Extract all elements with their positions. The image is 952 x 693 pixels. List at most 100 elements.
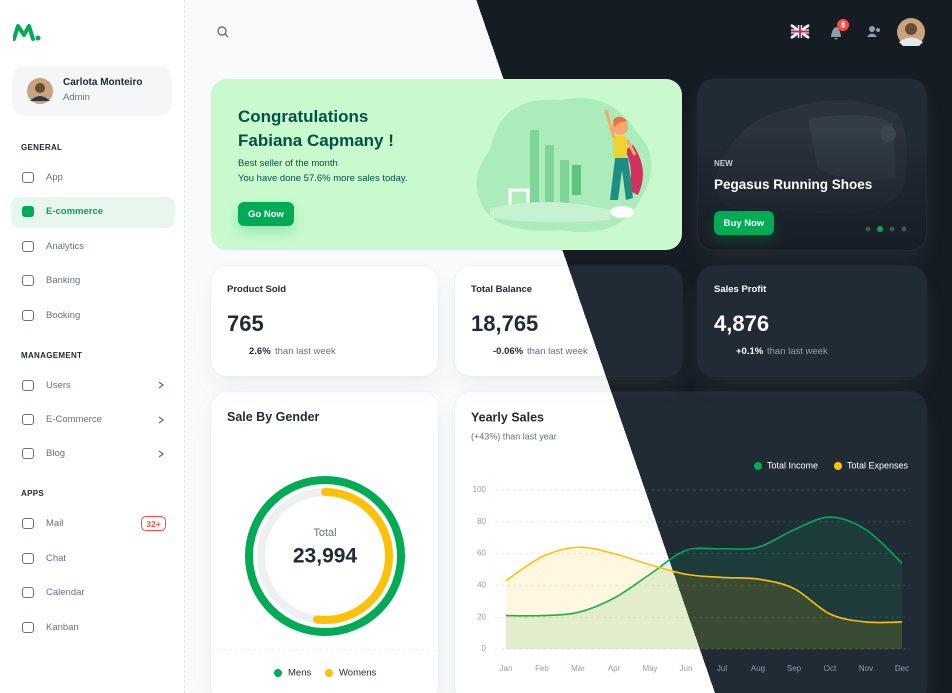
section-title: APPS [21,489,44,499]
x-tick-label: Jul [717,664,727,673]
notification-badge [837,19,849,31]
legend-dot [754,462,762,470]
nav-icon [22,621,34,633]
nav-icon [22,587,34,599]
nav-icon [22,172,34,183]
banner-text: You have done 57.6% more sales today. [238,173,408,184]
stat-change: -0.06% [493,346,524,357]
search-icon[interactable] [216,25,230,39]
total-value: 23,994 [293,545,358,568]
banner-illustration [476,98,652,232]
logo[interactable] [13,22,41,42]
section-title: GENERAL [21,143,63,152]
gender-title: Sale By Gender [227,410,320,424]
promo-card[interactable] [698,79,926,250]
stat-change: 2.6% [249,346,271,357]
y-tick-label: 40 [477,581,486,590]
y-tick-label: 80 [477,517,486,526]
legend-label: Womens [339,668,377,679]
x-tick-label: Dec [895,664,909,673]
nav-item[interactable]: Booking [46,309,81,321]
x-tick-label: Jan [500,664,513,673]
legend-label: Mens [288,668,311,679]
user-role: Admin [63,92,90,103]
nav-item[interactable]: Mail [46,518,64,530]
stat-note: than last week [527,346,588,357]
chart-title: Yearly Sales [471,410,544,424]
line [505,546,903,624]
y-tick-label: 0 [482,644,487,653]
y-tick-label: 60 [477,549,486,558]
banner-title: Fabiana Capmany ! [238,131,394,150]
ring-arc [245,476,405,636]
x-tick-label: Oct [824,664,837,673]
nav-icon [22,309,34,321]
nav-icon [22,448,34,460]
yearly-sales-card [455,392,926,693]
language-flag[interactable] [790,23,810,40]
stat-value: 18,765 [471,311,539,336]
nav-icon [22,240,34,252]
buy-now-button[interactable]: Buy Now [714,211,774,235]
top-bar-icons: 8 [790,18,925,46]
y-tick-label: 100 [473,485,487,494]
stat-card [211,266,438,376]
stat-note: than last week [767,346,828,357]
nav-active-bg[interactable] [11,197,175,229]
nav-icon [22,518,34,530]
legend-dot [834,462,842,470]
contacts-icon[interactable] [867,26,880,37]
nav-icon [22,414,34,425]
notification-count: 8 [841,21,846,30]
chart-subtitle: (+43%) than last year [471,431,557,441]
nav-badge: 32+ [141,516,166,532]
x-tick-label: Aug [751,664,765,673]
nav-item[interactable]: Blog [46,448,66,460]
line [505,516,903,617]
stat-value: 765 [227,311,264,336]
nav-icon [22,379,34,391]
chevrons [158,381,165,458]
sidebar: Carlota Monteiro Admin [0,0,185,693]
stat-note: than last week [275,346,336,357]
nav-item[interactable]: E-Commerce [46,414,102,425]
area [506,517,902,649]
legend-dot [274,669,282,677]
stat-title: Total Balance [471,284,533,295]
user-avatar [27,78,53,104]
area [506,547,902,649]
x-tick-label: Nov [859,664,873,673]
legend-label: Total Expenses [847,460,909,470]
nav-item[interactable]: Chat [46,552,67,564]
legend-label: Total Income [767,460,818,470]
stat-card [698,266,926,376]
banner-text: Best seller of the month [238,158,338,169]
nav-item[interactable]: Analytics [46,240,85,252]
x-tick-label: Mar [571,664,585,673]
nav-item[interactable]: Users [46,379,71,391]
carousel-dots[interactable] [862,224,912,234]
nav-icon [22,552,34,564]
bell-icon[interactable] [831,27,841,40]
ring-arc [257,488,393,624]
stat-title: Product Sold [227,284,287,295]
nav-icon [22,275,34,287]
promo-title: Pegasus Running Shoes [714,177,873,192]
x-tick-label: Sep [787,664,802,673]
x-tick-label: Jun [680,664,693,673]
nav-item[interactable]: Banking [46,275,81,287]
y-tick-label: 20 [477,612,486,621]
nav-item[interactable]: App [46,172,63,183]
nav-item[interactable]: Kanban [46,621,79,633]
go-now-button[interactable]: Go Now [238,202,294,226]
stat-value: 4,876 [714,311,770,336]
legend-dot [325,669,333,677]
stat-title: Sales Profit [714,284,767,295]
nav-item[interactable]: Calendar [46,587,85,599]
account-avatar[interactable] [897,18,925,46]
nav-icon [22,206,34,218]
nav-item[interactable]: E-commerce [46,206,104,218]
total-label: Total [313,527,336,539]
